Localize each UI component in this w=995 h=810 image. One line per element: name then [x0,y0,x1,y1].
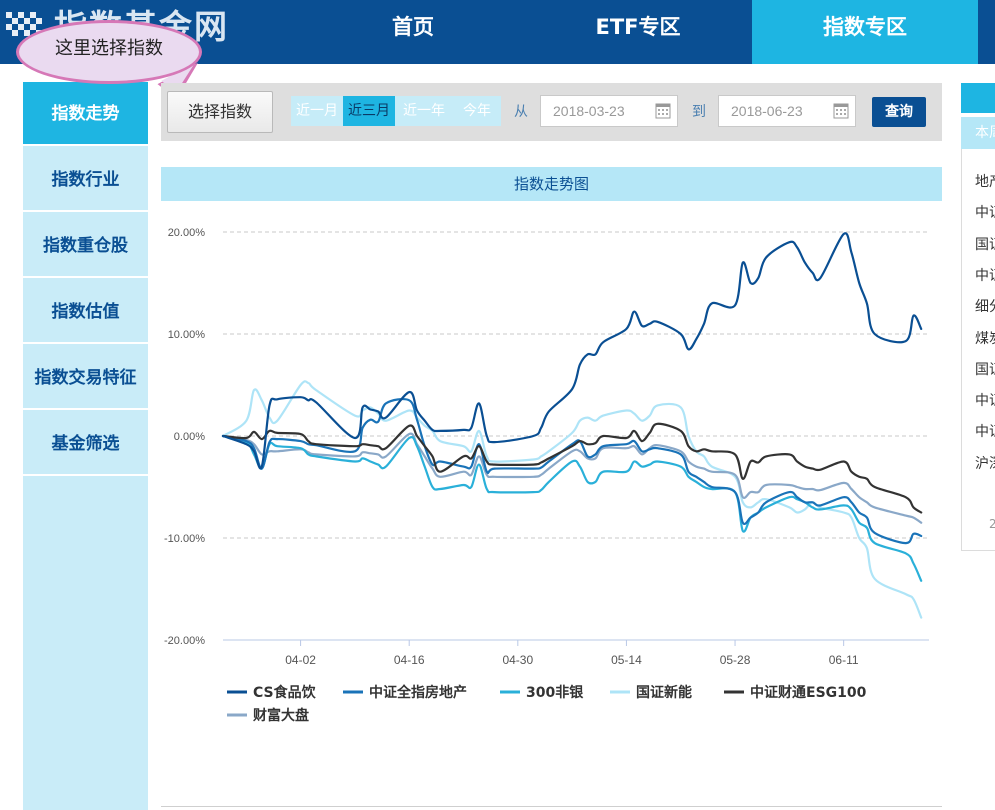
x-tick-label: 04-16 [394,653,425,667]
from-date-input[interactable]: 2018-03-23 [540,95,678,127]
y-tick-label: 20.00% [168,227,206,239]
calendar-icon[interactable] [833,102,849,119]
calendar-icon[interactable] [655,102,671,119]
x-tick-label: 04-30 [502,653,533,667]
legend-label: 300非银 [526,684,584,701]
series-line [221,432,923,524]
chart-bottom-divider [161,806,942,807]
nav-home[interactable]: 首页 [392,15,434,39]
period-ytd-button[interactable]: 今年 [463,103,491,119]
to-date-input[interactable]: 2018-06-23 [718,95,856,127]
logo-checker-icon [6,8,48,38]
to-date-value: 2018-06-23 [731,103,803,119]
legend-label: 国证新能 [636,684,692,701]
right-panel-subheader: 本周 [961,117,995,149]
nav-right-strip [978,0,995,64]
series-line [221,398,923,545]
y-tick-label: 10.00% [168,329,206,341]
right-panel-row[interactable]: 国证 [975,236,995,253]
x-tick-label: 05-14 [611,653,642,667]
period-1y-button[interactable]: 近一年 [403,103,445,119]
right-panel-row[interactable]: 中证 [975,393,995,410]
series-line [221,422,923,514]
right-panel-pagination[interactable]: 2 [989,517,995,531]
sidebar: 指数走势 指数行业 指数重仓股 指数估值 指数交易特征 基金筛选 [23,82,148,810]
nav-index[interactable]: 指数专区 [752,0,978,64]
chart-title: 指数走势图 [161,167,942,201]
legend-label: 中证全指房地产 [369,684,467,701]
sidebar-item-trading-features[interactable]: 指数交易特征 [23,346,148,410]
sidebar-item-index-trend[interactable]: 指数走势 [23,82,148,146]
legend-label: 中证财通ESG100 [750,684,867,701]
from-date-value: 2018-03-23 [553,103,625,119]
to-label: 到 [692,104,706,120]
index-trend-chart: 20.00% 10.00% 0.00% -10.00% -20.00% 04-02 04-1… [164,227,929,724]
right-panel-row[interactable]: 国证 [975,361,995,378]
x-tick-label: 04-02 [285,653,316,667]
right-panel-row[interactable]: 中证 [975,267,995,284]
tooltip-bubble: 这里选择指数 [16,20,202,84]
right-panel-list: 地产中证国证中证细分煤炭国证中证中证沪深2 [961,149,995,551]
filter-toolbar: 选择指数 近一月 近三月 近一年 今年 从 2018-03-23 到 2018-… [161,83,942,141]
right-panel-row[interactable]: 沪深 [975,455,995,472]
right-panel-row[interactable]: 煤炭 [975,330,995,347]
legend-label: CS食品饮 [253,684,317,701]
series-line [221,434,923,582]
from-label: 从 [514,104,528,120]
select-index-button[interactable]: 选择指数 [167,91,273,133]
right-panel-row[interactable]: 细分 [975,299,995,316]
right-panel-row[interactable]: 中证 [975,205,995,222]
series-line [221,380,923,619]
period-1m-button[interactable]: 近一月 [296,103,338,119]
series-line [221,232,923,470]
query-button[interactable]: 查询 [872,97,926,127]
nav-etf[interactable]: ETF专区 [595,15,681,39]
period-selector: 近一月 近三月 近一年 今年 [291,96,501,126]
y-tick-label: 0.00% [174,431,205,443]
sidebar-item-index-industry[interactable]: 指数行业 [23,148,148,212]
legend-label: 财富大盘 [252,707,309,724]
right-panel-row[interactable]: 地产 [975,174,995,190]
y-tick-label: -20.00% [164,635,205,647]
sidebar-item-fund-filter[interactable]: 基金筛选 [23,412,148,476]
right-panel-row[interactable]: 中证 [975,424,995,441]
x-tick-label: 05-28 [720,653,751,667]
x-tick-label: 06-11 [829,653,859,667]
y-tick-label: -10.00% [164,533,205,545]
sidebar-item-top-holdings[interactable]: 指数重仓股 [23,214,148,278]
sidebar-item-valuation[interactable]: 指数估值 [23,280,148,344]
period-3m-button[interactable]: 近三月 [343,96,395,126]
right-panel-header [961,83,995,113]
